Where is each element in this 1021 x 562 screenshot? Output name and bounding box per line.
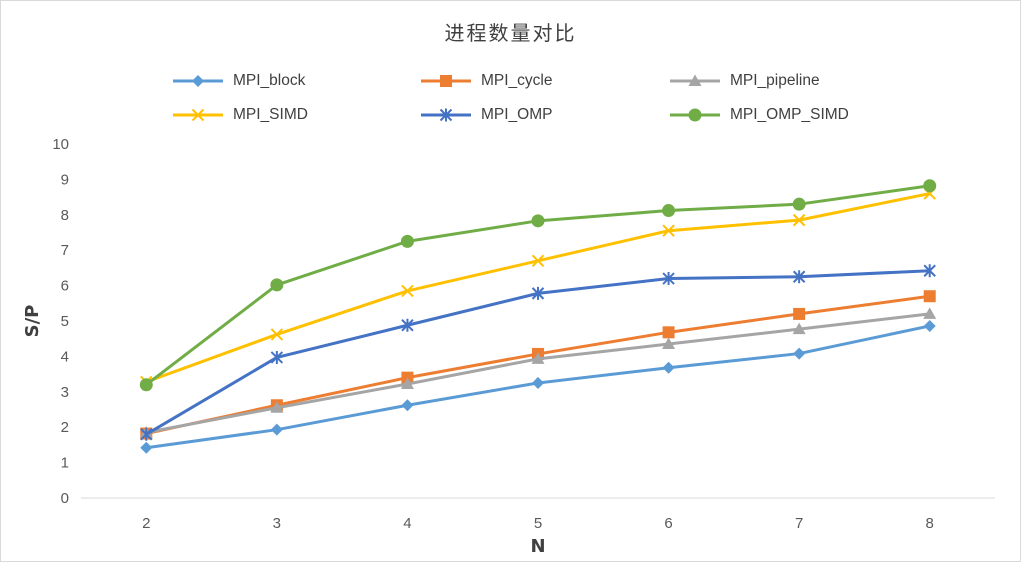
- legend-item: MPI_OMP: [419, 104, 552, 126]
- y-tick-label: 4: [61, 348, 69, 365]
- legend-marker: [191, 108, 205, 122]
- data-point: [923, 264, 936, 278]
- legend-swatch: [670, 74, 720, 86]
- legend-label: MPI_OMP: [481, 106, 553, 123]
- series-mpi-block: [140, 319, 936, 454]
- data-point: [923, 307, 937, 319]
- legend-label: MPI_pipeline: [730, 72, 820, 89]
- series-mpi-omp-simd: [139, 179, 937, 392]
- series-line: [144, 312, 932, 435]
- data-point: [531, 254, 545, 268]
- legend-item: MPI_pipeline: [668, 70, 820, 92]
- data-point: [270, 328, 284, 341]
- legend-marker: [688, 74, 702, 86]
- legend-item: MPI_cycle: [419, 70, 553, 92]
- y-tick-label: 9: [61, 171, 69, 188]
- x-tick-label: 4: [403, 515, 411, 532]
- data-point: [270, 423, 283, 436]
- data-point: [139, 378, 153, 392]
- data-point: [531, 352, 545, 364]
- y-tick-label: 5: [61, 313, 69, 330]
- legend-item: MPI_OMP_SIMD: [668, 104, 849, 126]
- legend-marker: [439, 108, 453, 122]
- legend-item: MPI_SIMD: [171, 104, 308, 126]
- x-axis-title: N: [530, 536, 545, 557]
- data-point: [532, 376, 544, 389]
- y-tick-label: 7: [61, 242, 69, 259]
- y-tick-label: 0: [61, 490, 69, 507]
- data-point: [662, 361, 675, 374]
- y-tick-label: 1: [61, 455, 69, 472]
- legend-marker: [440, 75, 452, 87]
- data-point: [270, 401, 284, 413]
- series-mpi-omp: [140, 264, 936, 441]
- data-point: [401, 318, 414, 332]
- data-point: [270, 278, 284, 292]
- data-point: [792, 322, 806, 335]
- data-point: [923, 179, 937, 193]
- chart-title: 进程数量对比: [444, 21, 577, 45]
- x-tick-label: 3: [273, 515, 281, 532]
- legend-swatch: [421, 75, 471, 87]
- data-point: [793, 347, 806, 360]
- data-point: [923, 290, 936, 303]
- x-tick-label: 5: [534, 515, 542, 532]
- legend-swatch: [173, 75, 223, 87]
- legend-label: MPI_OMP_SIMD: [730, 106, 849, 123]
- data-point: [792, 197, 806, 211]
- y-tick-label: 6: [61, 278, 69, 295]
- series-mpi-cycle: [140, 290, 936, 440]
- series-mpi-pipeline: [139, 307, 937, 438]
- y-tick-label: 2: [61, 419, 69, 436]
- data-point: [793, 307, 806, 320]
- x-tick-label: 6: [664, 515, 672, 532]
- legend-item: MPI_block: [171, 70, 305, 92]
- data-point: [531, 286, 545, 300]
- legend-marker: [688, 108, 702, 122]
- data-point: [400, 234, 414, 248]
- data-point: [400, 377, 414, 390]
- y-axis-title: S/P: [22, 305, 43, 338]
- data-point: [662, 224, 675, 237]
- x-tick-label: 7: [795, 515, 803, 532]
- legend-label: MPI_SIMD: [233, 106, 308, 123]
- legend-swatch: [670, 108, 720, 122]
- data-point: [923, 319, 936, 332]
- y-tick-label: 8: [61, 207, 69, 224]
- legend-marker: [192, 75, 204, 87]
- data-point: [792, 213, 806, 227]
- data-point: [140, 427, 153, 441]
- legend-swatch: [421, 108, 471, 122]
- x-tick-label: 2: [142, 515, 150, 532]
- data-point: [662, 326, 675, 339]
- data-point: [662, 337, 676, 350]
- data-point: [270, 350, 284, 364]
- legend: MPI_block MPI_cycle MPI_pipeline MPI_SIMD MP…: [1, 1, 1020, 141]
- x-tick-label: 8: [926, 515, 934, 532]
- data-point: [662, 272, 675, 286]
- data-point: [662, 204, 676, 218]
- data-point: [401, 399, 414, 412]
- legend-label: MPI_block: [233, 72, 306, 89]
- legend-label: MPI_cycle: [481, 72, 553, 89]
- y-tick-label: 3: [61, 384, 69, 401]
- legend-swatch: [173, 108, 223, 122]
- data-point: [140, 441, 153, 454]
- y-tick-label: 10: [52, 136, 69, 153]
- data-point: [401, 284, 414, 298]
- data-point: [531, 214, 545, 228]
- data-point: [792, 270, 806, 284]
